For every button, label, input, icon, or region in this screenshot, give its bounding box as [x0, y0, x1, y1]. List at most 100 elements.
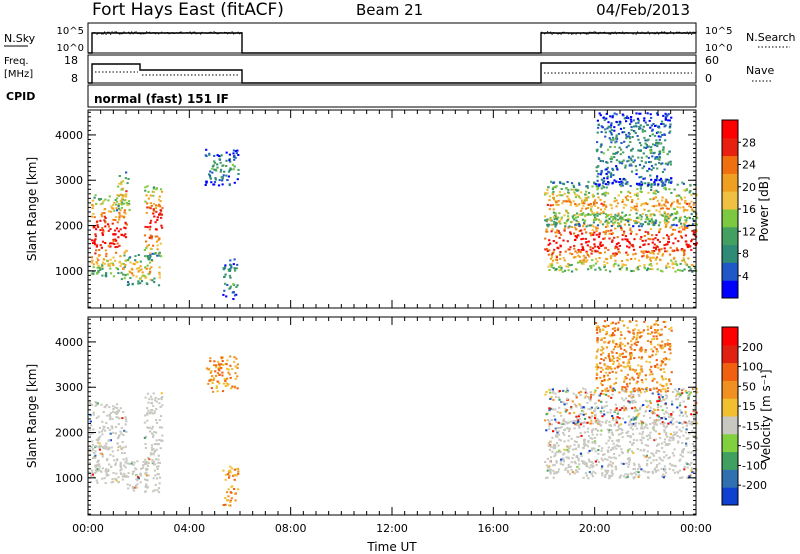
scatter-cell [578, 250, 581, 253]
scatter-cell [144, 277, 147, 280]
scatter-cell [649, 402, 652, 405]
scatter-cell [574, 420, 578, 423]
scatter-cell [667, 262, 670, 265]
scatter-cell [557, 421, 560, 424]
scatter-cell [607, 469, 610, 472]
scatter-cell [652, 192, 655, 195]
scatter-cell [610, 388, 613, 391]
scatter-cell [621, 184, 624, 187]
scatter-cell [575, 441, 578, 443]
scatter-cell [94, 464, 97, 467]
scatter-cell [636, 380, 639, 383]
scatter-cell [144, 189, 147, 192]
scatter-cell [653, 429, 656, 432]
scatter-cell [658, 138, 661, 141]
scatter-cell [117, 272, 120, 275]
scatter-cell [684, 200, 687, 203]
scatter-cell [650, 168, 653, 171]
scatter-cell [680, 248, 684, 251]
scatter-cell [685, 391, 688, 394]
scatter-cell [119, 445, 122, 448]
scatter-cell [669, 344, 672, 347]
scatter-cell [649, 436, 652, 439]
scatter-cell [613, 262, 616, 265]
scatter-cell [117, 435, 120, 438]
scatter-cell [555, 420, 558, 423]
scatter-cell [626, 217, 630, 220]
scatter-cell [624, 264, 627, 267]
scatter-cell [641, 212, 644, 215]
scatter-cell [619, 345, 622, 348]
scatter-cell [572, 448, 575, 451]
scatter-cell [655, 177, 659, 179]
scatter-cell [639, 222, 642, 225]
scatter-cell [644, 455, 647, 458]
scatter-cell [647, 404, 650, 407]
scatter-cell [627, 159, 630, 162]
scatter-cell [676, 390, 679, 393]
scatter-cell [642, 404, 645, 406]
scatter-cell [553, 415, 556, 417]
scatter-cell [650, 264, 653, 267]
scatter-cell [92, 266, 95, 269]
scatter-cell [631, 199, 634, 201]
scatter-cell [152, 187, 155, 190]
scatter-cell [610, 124, 613, 127]
scatter-cell [664, 226, 667, 229]
scatter-cell [610, 471, 613, 474]
scatter-cell [667, 217, 670, 220]
scatter-cell [665, 200, 668, 203]
scatter-cell [102, 411, 105, 413]
scatter-cell [592, 203, 595, 206]
scatter-cell [610, 122, 613, 125]
scatter-cell [636, 135, 639, 137]
scatter-cell [621, 211, 624, 214]
scatter-cell [648, 400, 652, 403]
scatter-cell [616, 137, 619, 140]
scatter-cell [679, 196, 682, 199]
scatter-cell [627, 358, 630, 361]
scatter-cell [91, 473, 94, 476]
scatter-cell [592, 393, 595, 396]
scatter-cell [95, 249, 98, 252]
scatter-cell [236, 263, 239, 266]
scatter-cell [620, 182, 623, 185]
scatter-cell [576, 261, 580, 264]
scatter-cell [620, 448, 623, 451]
scatter-cell [650, 178, 653, 181]
scatter-cell [112, 207, 115, 210]
scatter-cell [668, 328, 671, 330]
scatter-cell [126, 273, 129, 276]
scatter-cell [125, 190, 128, 193]
scatter-cell [659, 131, 662, 134]
scatter-cell [592, 221, 595, 224]
scatter-cell [651, 221, 654, 224]
scatter-cell [231, 291, 234, 294]
scatter-cell [589, 398, 592, 401]
scatter-cell [554, 215, 557, 218]
scatter-cell [668, 126, 671, 129]
scatter-cell [107, 199, 110, 202]
scatter-cell [632, 225, 635, 228]
scatter-cell [116, 416, 119, 419]
scatter-cell [663, 425, 666, 428]
scatter-cell [591, 422, 594, 425]
scatter-cell [610, 358, 613, 361]
scatter-cell [667, 181, 671, 184]
scatter-cell [135, 275, 138, 278]
scatter-cell [680, 236, 683, 239]
scatter-cell [685, 243, 688, 246]
scatter-cell [633, 349, 636, 351]
scatter-cell [599, 330, 602, 333]
scatter-cell [636, 188, 639, 190]
scatter-cell [678, 388, 681, 390]
scatter-cell [605, 404, 609, 407]
scatter-cell [217, 184, 221, 187]
scatter-cell [615, 199, 618, 202]
scatter-cell [158, 237, 161, 240]
scatter-cell [673, 256, 676, 259]
scatter-cell [670, 416, 673, 418]
scatter-cell [92, 413, 95, 416]
scatter-cell [616, 215, 619, 218]
scatter-cell [561, 457, 565, 460]
